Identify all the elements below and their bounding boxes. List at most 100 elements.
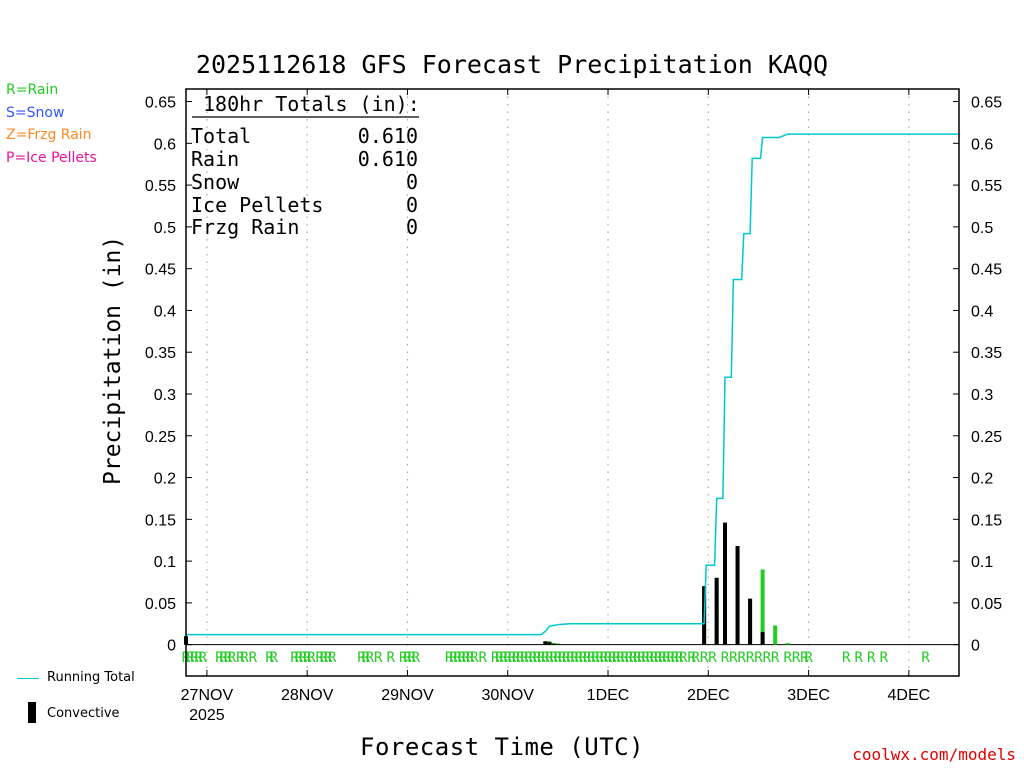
x-tick-label: 3DEC xyxy=(787,687,830,704)
precip-type-mark: R xyxy=(921,650,930,666)
precip-type-mark: R xyxy=(458,650,467,666)
y-tick-label-left: 0.15 xyxy=(145,512,176,529)
precip-type-mark: R xyxy=(800,650,809,666)
convective-bar xyxy=(543,641,548,645)
precip-type-mark: R xyxy=(587,650,596,666)
precip-type-mark: R xyxy=(616,650,625,666)
y-tick-label-right: 0.55 xyxy=(971,178,1002,195)
x-tick-label: 28NOV xyxy=(281,687,334,704)
precip-type-mark: R xyxy=(570,650,579,666)
precip-type-mark: R xyxy=(198,650,207,666)
precip-type-mark: R xyxy=(215,650,224,666)
x-tick-label: 29NOV xyxy=(381,687,434,704)
convective-bar xyxy=(735,546,740,645)
precip-type-mark: R xyxy=(654,650,663,666)
precip-type-mark: R xyxy=(504,650,513,666)
precip-type-mark: R xyxy=(407,650,416,666)
precip-type-mark: R xyxy=(608,650,617,666)
precip-type-mark: R xyxy=(453,650,462,666)
precip-type-mark: R xyxy=(295,650,304,666)
running-total-line xyxy=(186,133,959,636)
precip-type-mark: R xyxy=(650,650,659,666)
plot-frame xyxy=(185,88,960,677)
precip-type-mark: R xyxy=(842,650,851,666)
precip-type-mark: R xyxy=(658,650,667,666)
precip-type-mark: R xyxy=(299,650,308,666)
y-tick-label-right: 0.65 xyxy=(971,95,1002,112)
precip-type-mark: R xyxy=(633,650,642,666)
legend-snow: S=Snow xyxy=(6,105,65,121)
x-axis-ticks: 27NOV 2025 28NOV 29NOV 30NOV 1DEC 2DEC 3DEC 4DEC xyxy=(181,89,930,724)
precip-type-mark: R xyxy=(224,650,233,666)
legend-rain: R=Rain xyxy=(6,82,59,98)
precip-type-mark: R xyxy=(186,650,195,666)
precip-type-mark: R xyxy=(403,650,412,666)
precip-type-mark: R xyxy=(361,650,370,666)
x-tick-label: 1DEC xyxy=(587,687,630,704)
precip-type-mark: R xyxy=(399,650,408,666)
precip-type-mark: R xyxy=(357,650,366,666)
precip-type-mark: R xyxy=(249,650,258,666)
precip-type-mark: R xyxy=(554,650,563,666)
precip-type-mark: R xyxy=(575,650,584,666)
y-tick-label-left: 0.2 xyxy=(154,471,176,488)
convective-bar xyxy=(723,522,728,645)
total-precip-bar xyxy=(760,569,765,645)
precip-type-mark: R xyxy=(228,650,237,666)
y-tick-label-right: 0.15 xyxy=(971,512,1002,529)
precip-type-mark: R xyxy=(591,650,600,666)
precip-type-mark: R xyxy=(328,650,337,666)
y-tick-label-left: 0 xyxy=(167,638,176,655)
chart-title: 2025112618 GFS Forecast Precipitation KA… xyxy=(195,50,829,79)
precip-type-mark: R xyxy=(190,650,199,666)
precip-type-mark: R xyxy=(412,650,421,666)
precip-type-mark: R xyxy=(604,650,613,666)
y-tick-label-right: 0 xyxy=(971,638,980,655)
precip-type-mark: R xyxy=(194,650,203,666)
precip-type-mark: R xyxy=(662,650,671,666)
y-tick-label-left: 0.3 xyxy=(154,387,176,404)
precip-type-mark: R xyxy=(621,650,630,666)
precip-type-mark: R xyxy=(746,650,755,666)
precip-type-mark: R xyxy=(470,650,479,666)
precip-type-mark: R xyxy=(595,650,604,666)
precip-type-mark: R xyxy=(754,650,763,666)
precip-type-mark: R xyxy=(449,650,458,666)
precip-type-mark: R xyxy=(307,650,316,666)
precip-type-mark: R xyxy=(721,650,730,666)
precip-type-mark: R xyxy=(804,650,813,666)
precip-type-mark: R xyxy=(646,650,655,666)
total-precip-bar xyxy=(773,625,778,645)
running-total-key-line xyxy=(17,678,39,679)
y-tick-label-right: 0.25 xyxy=(971,429,1002,446)
precip-type-mark: R xyxy=(529,650,538,666)
convective-bar xyxy=(551,643,556,645)
precip-type-mark: R xyxy=(763,650,772,666)
x-axis-label: Forecast Time (UTC) xyxy=(360,733,645,761)
y-tick-label-left: 0.6 xyxy=(154,136,176,153)
totals-value-snow: 0 xyxy=(406,170,418,194)
precip-type-mark: R xyxy=(495,650,504,666)
totals-label-snow: Snow xyxy=(191,170,240,194)
x-tick-label: 27NOV xyxy=(181,687,234,704)
x-tick-label: 30NOV xyxy=(482,687,535,704)
precip-type-mark: R xyxy=(478,650,487,666)
precip-type-mark: R xyxy=(315,650,324,666)
totals-box: 180hr Totals (in): Total 0.610 Rain 0.61… xyxy=(191,92,420,239)
precip-type-mark: R xyxy=(374,650,383,666)
site-credit: coolwx.com/models xyxy=(852,745,1016,764)
convective-key-label: Convective xyxy=(47,706,120,721)
precip-type-mark: R xyxy=(270,650,279,666)
precip-type-mark: R xyxy=(692,650,701,666)
x-tick-label: 2DEC xyxy=(687,687,730,704)
precip-type-mark: R xyxy=(290,650,299,666)
convective-bar xyxy=(760,632,765,645)
legend-freezing-rain: Z=Frzg Rain xyxy=(6,127,92,143)
precip-type-mark: R xyxy=(545,650,554,666)
precip-type-mark: R xyxy=(729,650,738,666)
precip-type-mark: R xyxy=(541,650,550,666)
precip-type-mark: R xyxy=(466,650,475,666)
totals-label-ice-pellets: Ice Pellets xyxy=(191,193,323,217)
precip-type-mark: R xyxy=(880,650,889,666)
totals-value-rain: 0.610 xyxy=(358,147,418,171)
